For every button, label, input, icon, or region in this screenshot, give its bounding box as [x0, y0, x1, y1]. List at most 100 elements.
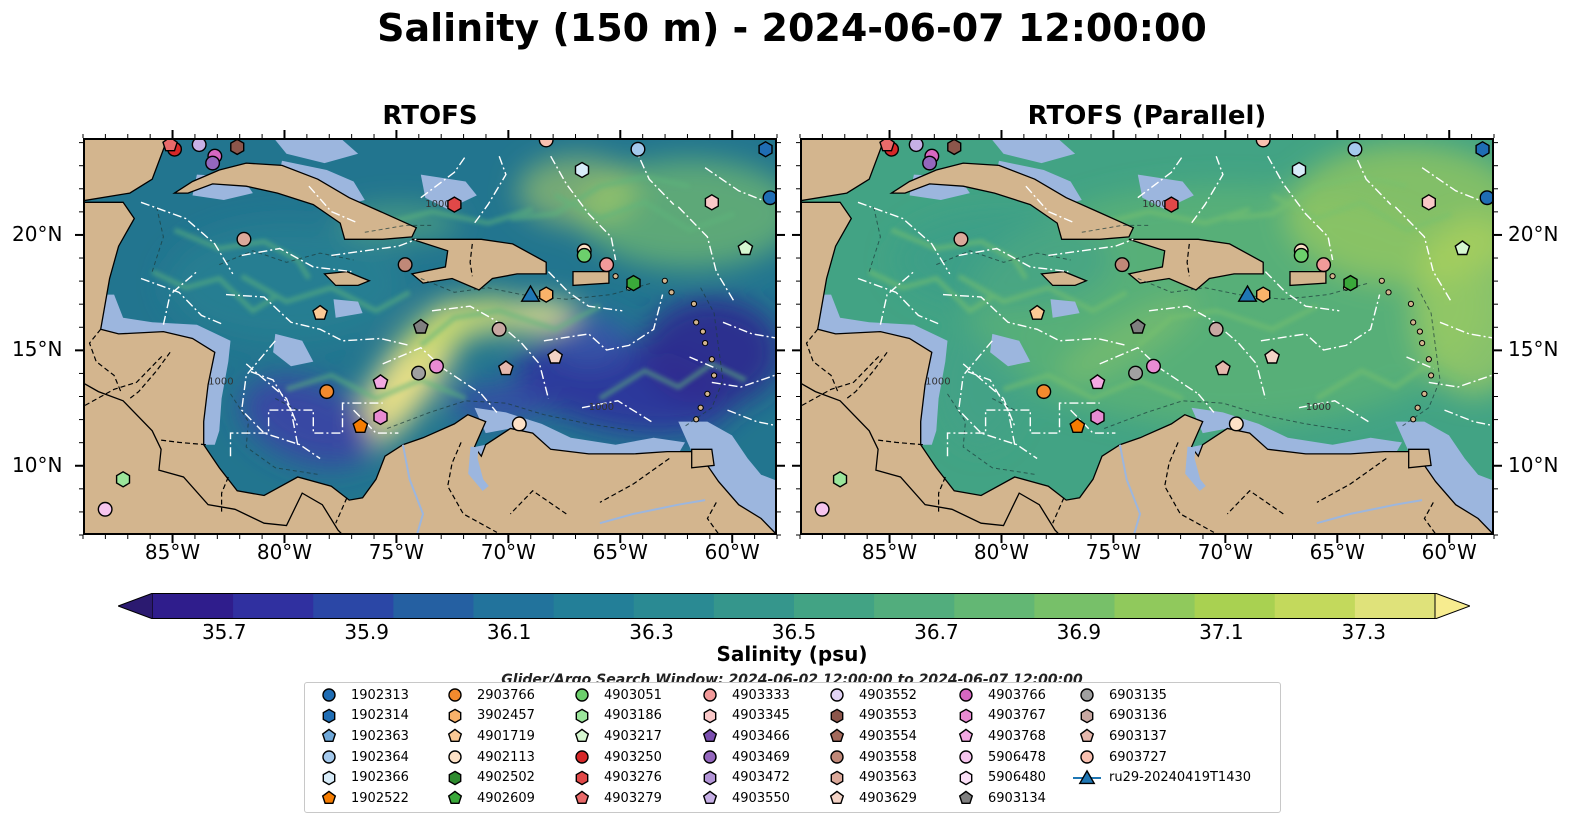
legend-label: 4903472 — [732, 770, 790, 786]
lon-tick-label: 65°W — [1309, 540, 1365, 564]
map-panel-parallel: 1000 1000 1000 — [800, 138, 1494, 535]
pentagon-marker-icon — [447, 790, 463, 805]
contour-label: 1000 — [425, 199, 450, 210]
float-marker — [373, 408, 388, 426]
legend-swatch — [829, 790, 845, 805]
legend-label: 4903767 — [988, 708, 1046, 724]
land-pacific — [85, 383, 342, 533]
land-cuba — [889, 162, 1135, 240]
map-canvas-parallel: 1000 1000 1000 — [802, 140, 1492, 533]
panel-title-rtofs: RTOFS — [382, 101, 478, 131]
float-marker — [1316, 257, 1332, 273]
float-marker — [737, 240, 754, 256]
circle-marker-icon — [575, 750, 589, 764]
float-marker — [947, 140, 962, 156]
float-marker — [1164, 196, 1179, 213]
float-marker — [1145, 358, 1161, 374]
float-marker — [539, 286, 554, 303]
pentagon-marker-icon — [829, 729, 845, 743]
hexagon-marker-icon — [575, 770, 589, 786]
pentagon-marker-icon — [702, 729, 718, 743]
legend-item: 4903472 — [696, 767, 790, 788]
legend-column: 4903051 4903186 4903217 4903250 4903276 49032… — [568, 685, 662, 809]
hexagon-marker-icon — [1080, 708, 1094, 724]
lon-tick-label: 60°W — [1421, 540, 1477, 564]
float-marker — [1479, 190, 1492, 206]
legend-item: 3902457 — [441, 706, 535, 727]
float-marker — [1228, 416, 1244, 432]
legend-label: 4903768 — [988, 728, 1046, 744]
panel-title-parallel: RTOFS (Parallel) — [1027, 101, 1267, 131]
hexagon-marker-icon — [448, 770, 462, 786]
pentagon-marker-icon — [958, 729, 974, 743]
legend-item: 4903550 — [696, 788, 790, 809]
legend-label: 4903186 — [604, 708, 662, 724]
lon-tick-label: 85°W — [861, 540, 918, 564]
legend-swatch — [1080, 688, 1094, 702]
float-marker — [1114, 257, 1130, 273]
legend-label: 6903135 — [1109, 687, 1167, 703]
legend-swatch — [703, 688, 717, 702]
legend-swatch — [959, 708, 973, 724]
float-marker — [1255, 140, 1271, 148]
legend-item: 2903766 — [441, 685, 535, 706]
legend-swatch — [575, 688, 589, 702]
legend-item: 6903135 — [1073, 685, 1251, 706]
legend-label: 2903766 — [477, 687, 535, 703]
legend-item: 4903768 — [952, 726, 1046, 747]
legend-label: 1902364 — [351, 749, 409, 765]
legend-swatch — [1080, 708, 1094, 724]
float-marker — [908, 140, 924, 153]
float-marker — [758, 140, 773, 158]
circle-marker-icon — [575, 688, 589, 702]
lon-tick-label: 75°W — [1085, 540, 1142, 564]
glider-marker — [520, 284, 541, 302]
float-marker — [1089, 374, 1106, 390]
land-trinidad — [691, 448, 715, 469]
contour-label: 1000 — [925, 377, 950, 388]
lon-tick-label: 70°W — [1197, 540, 1253, 564]
legend-item: 4903552 — [823, 685, 917, 706]
legend-item: 4903767 — [952, 706, 1046, 727]
float-marker — [1214, 360, 1231, 376]
lon-tick-label: 70°W — [480, 540, 536, 564]
float-marker — [879, 140, 896, 152]
legend-swatch — [575, 750, 589, 764]
hexagon-marker-icon — [703, 708, 717, 724]
legend-item: 4903276 — [568, 767, 662, 788]
legend-column: 4903766 4903767 4903768 5906478 5906480 69031… — [952, 685, 1046, 809]
float-marker — [1475, 140, 1490, 158]
legend-label: 6903137 — [1109, 728, 1167, 744]
float-marker — [1293, 247, 1309, 263]
float-marker — [626, 274, 641, 292]
circle-marker-icon — [448, 688, 462, 702]
legend-item: 6903137 — [1073, 726, 1251, 747]
legend-item: 6903136 — [1073, 706, 1251, 727]
float-marker — [191, 140, 207, 153]
float-marker — [1069, 417, 1086, 433]
legend-column: 4903333 4903345 4903466 4903469 4903472 49035… — [696, 685, 790, 809]
circle-marker-icon — [830, 688, 844, 702]
land-jamaica — [323, 270, 372, 287]
land-jamaica — [1040, 270, 1089, 287]
legend-swatch — [448, 770, 462, 786]
float-marker — [1256, 286, 1271, 303]
legend-item: 5906480 — [952, 767, 1046, 788]
colorbar-tick-label: 35.9 — [344, 620, 389, 644]
float-marker — [1090, 408, 1105, 426]
circle-marker-icon — [703, 750, 717, 764]
legend-column: 6903135 6903136 6903137 6903727 ru29-2024041… — [1073, 685, 1251, 788]
legend-swatch — [703, 770, 717, 786]
legend-swatch — [1080, 750, 1094, 764]
legend-label: 4903250 — [604, 749, 662, 765]
legend-swatch — [322, 750, 336, 764]
legend-label: 1902313 — [351, 687, 409, 703]
pentagon-marker-icon — [321, 729, 337, 743]
contour-label: 1000 — [1142, 199, 1167, 210]
legend-item: 1902313 — [315, 685, 409, 706]
colorbar-tick-label: 36.5 — [771, 620, 817, 644]
float-marker — [1208, 321, 1224, 337]
land-hispaniola — [1127, 238, 1264, 291]
legend-item: 5906478 — [952, 747, 1046, 768]
circle-marker-icon — [959, 750, 973, 764]
